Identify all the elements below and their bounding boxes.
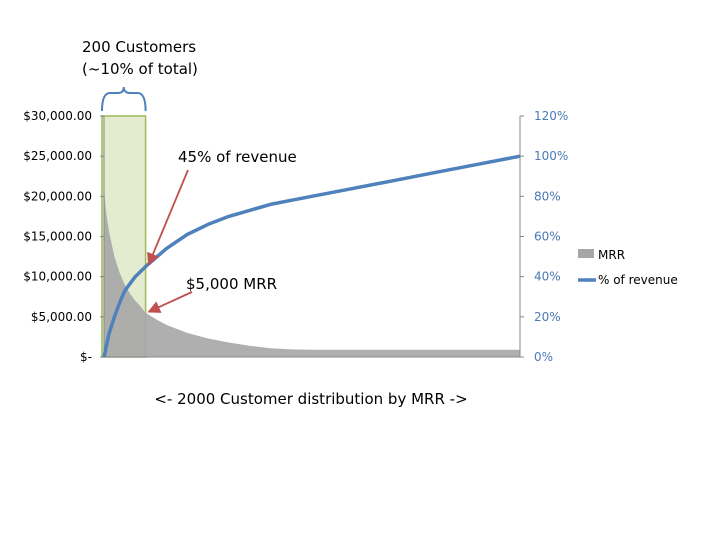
- y-left-tick-label: $30,000.00: [23, 109, 92, 123]
- x-axis-label: <- 2000 Customer distribution by MRR ->: [154, 390, 467, 408]
- annotation-arrow-45-percent: [147, 169, 189, 266]
- annotation-arrow-5000-mrr: [147, 291, 193, 313]
- y-left-tick-label: $-: [80, 350, 92, 364]
- y-right-tick-label: 60%: [534, 230, 561, 244]
- annotation-45-percent-revenue: 45% of revenue: [178, 148, 297, 166]
- revenue-percent-line-series: [102, 154, 521, 358]
- mrr-area-series: [104, 188, 520, 357]
- legend-swatch-mrr: [578, 249, 594, 258]
- highlight-label-line1: 200 Customers: [82, 38, 196, 56]
- y-right-tick-label: 0%: [534, 350, 553, 364]
- y-right-tick-label: 100%: [534, 149, 568, 163]
- y-left-tick-label: $25,000.00: [23, 149, 92, 163]
- y-right-tick-label: 120%: [534, 109, 568, 123]
- y-right-tick-label: 80%: [534, 189, 561, 203]
- legend-label-revenue-percent: % of revenue: [598, 273, 678, 287]
- highlight-label-line2: (~10% of total): [82, 60, 198, 78]
- y-left-tick-label: $15,000.00: [23, 230, 92, 244]
- annotation-5000-mrr: $5,000 MRR: [186, 275, 277, 293]
- y-left-tick-label: $20,000.00: [23, 189, 92, 203]
- y-right-tick-label: 20%: [534, 310, 561, 324]
- highlight-brace: [101, 86, 147, 112]
- y-left-tick-label: $10,000.00: [23, 270, 92, 284]
- y-left-tick-label: $5,000.00: [31, 310, 92, 324]
- legend-label-mrr: MRR: [598, 248, 625, 262]
- y-right-tick-label: 40%: [534, 270, 561, 284]
